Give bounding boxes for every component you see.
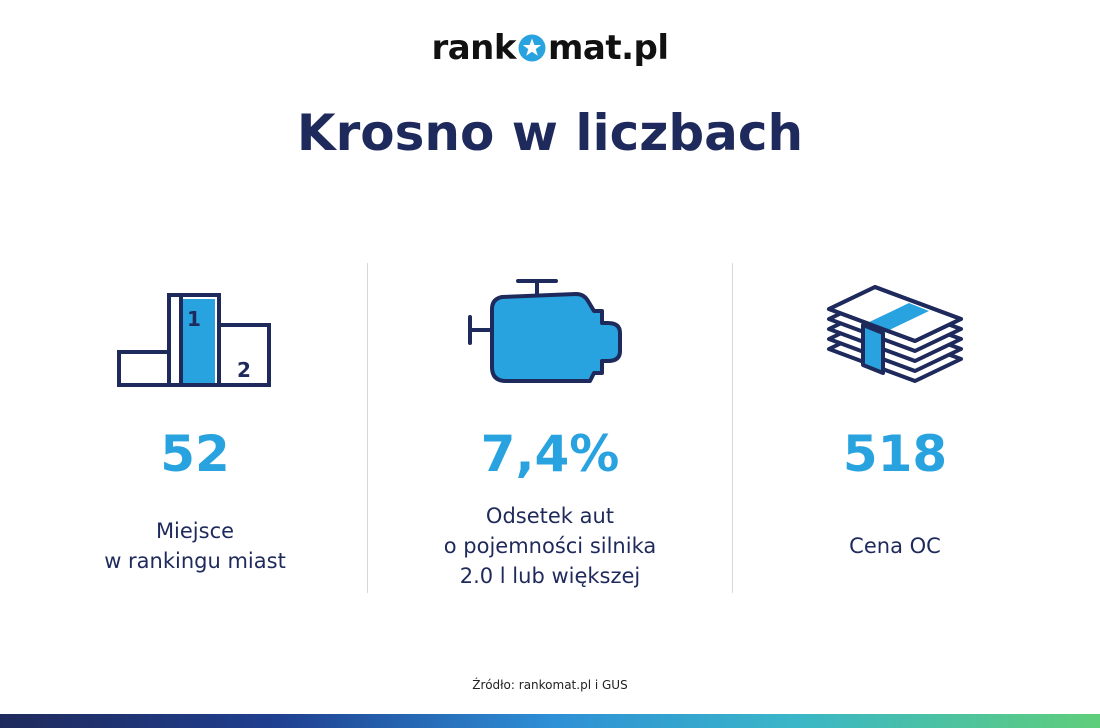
stat-value: 7,4%	[480, 425, 620, 483]
page-title: Krosno w liczbach	[296, 104, 804, 162]
logo-text-start: rank	[431, 28, 516, 68]
brand-logo: rank mat.pl	[0, 28, 1100, 68]
podium-first-label: 1	[187, 307, 201, 331]
stat-engine: 7,4% Odsetek aut o pojemności silnika 2.…	[370, 262, 730, 591]
stat-insurance-price: 518 Cena OC	[715, 262, 1075, 591]
podium-icon: 1 2	[117, 293, 271, 387]
podium-second-label: 2	[237, 358, 251, 382]
stat-label: Odsetek aut o pojemności silnika 2.0 l l…	[443, 504, 657, 588]
engine-icon	[468, 279, 622, 383]
stat-label: Miejsce w rankingu miast	[104, 519, 286, 573]
bottom-gradient-bar	[0, 714, 1100, 728]
column-divider	[732, 263, 733, 593]
stat-label: Cena OC	[849, 534, 941, 558]
money-stack-icon	[827, 285, 963, 383]
stat-value: 518	[842, 425, 948, 483]
column-divider	[367, 263, 368, 593]
source-note: Źródło: rankomat.pl i GUS	[472, 678, 628, 692]
stat-rank: 1 2 52 Miejsce w rankingu miast	[15, 262, 375, 591]
logo-text-end: mat.pl	[547, 28, 669, 68]
star-icon	[517, 32, 547, 62]
stat-value: 52	[160, 425, 230, 483]
